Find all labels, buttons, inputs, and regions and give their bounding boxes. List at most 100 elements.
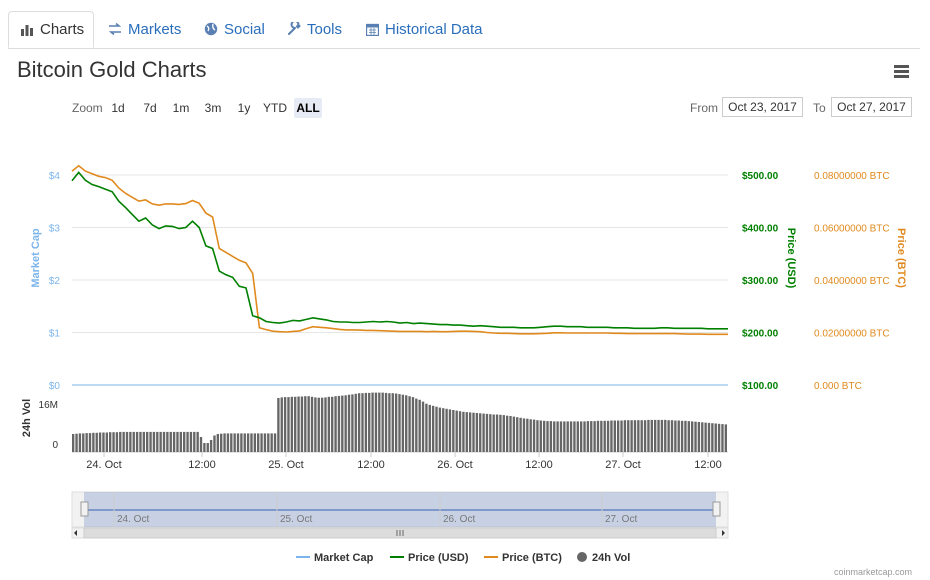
volume-bar (257, 433, 260, 452)
volume-bar (361, 393, 364, 452)
navigator-tick-label: 24. Oct (117, 514, 149, 525)
volume-bar (690, 421, 694, 452)
volume-bar (378, 392, 381, 452)
x-tick-label: 26. Oct (437, 459, 472, 471)
volume-bar (425, 403, 428, 452)
bar-chart-icon (21, 24, 34, 36)
volume-bar (553, 421, 556, 452)
volume-bar (384, 392, 388, 452)
x-tick-label: 12:00 (694, 459, 722, 471)
volume-bar (297, 396, 300, 452)
volume-bar (472, 412, 475, 452)
x-tick-label: 25. Oct (268, 459, 303, 471)
legend-item[interactable]: Price (BTC) (484, 552, 562, 564)
volume-bar (98, 432, 102, 452)
usd-tick: $200.00 (742, 329, 779, 340)
from-date-input[interactable]: Oct 23, 2017 (722, 97, 803, 117)
price-usd-line (71, 171, 728, 330)
to-date-input[interactable]: Oct 27, 2017 (831, 97, 912, 117)
legend-label: Price (USD) (408, 552, 469, 564)
x-tick-label: 12:00 (357, 459, 385, 471)
legend-item[interactable]: Market Cap (296, 552, 374, 564)
legend-item[interactable]: Price (USD) (390, 552, 469, 564)
volume-bar (246, 433, 250, 452)
volume-bar (576, 421, 579, 452)
scrollbar-grip-icon (396, 530, 404, 536)
volume-bar (122, 431, 125, 452)
zoom-button-1d[interactable]: 1d (111, 101, 125, 115)
volume-bar (169, 431, 172, 452)
tab-tools[interactable]: Tools (287, 11, 342, 47)
tab-markets-label: Markets (128, 20, 182, 38)
btc-tick: 0.06000000 BTC (814, 224, 890, 235)
tab-markets[interactable]: Markets (108, 11, 181, 47)
navigator-handle[interactable] (80, 501, 89, 517)
volume-bar (220, 433, 223, 452)
from-label: From (690, 101, 718, 115)
tab-charts[interactable]: Charts (8, 11, 94, 48)
volume-bar (431, 405, 435, 452)
volume-bar (216, 434, 220, 452)
volume-bar (563, 421, 566, 452)
zoom-button-3m[interactable]: 3m (204, 101, 222, 115)
volume-bar (721, 424, 724, 452)
tab-social-label: Social (224, 20, 265, 38)
volume-bar (569, 421, 573, 452)
zoom-label: Zoom (72, 101, 103, 115)
legend-circle-marker (577, 552, 587, 562)
volume-bar (337, 395, 341, 452)
volume-bar (660, 419, 664, 452)
tab-historical-data-label: Historical Data (385, 20, 483, 38)
volume-bar (320, 397, 324, 452)
volume-bar (162, 431, 166, 452)
navigator-handle[interactable] (712, 501, 721, 517)
navigator-tick-label: 25. Oct (280, 514, 312, 525)
zoom-button-all[interactable]: ALL (294, 98, 322, 118)
volume-bar (546, 421, 549, 452)
volume-bar (620, 420, 623, 452)
volume-bar (199, 437, 203, 452)
volume-bar (314, 397, 317, 452)
volume-bar (536, 420, 539, 452)
volume-bar (85, 433, 88, 452)
hamburger-menu-icon[interactable] (894, 65, 909, 78)
volume-bar (600, 420, 603, 452)
volume-bar (549, 421, 553, 452)
tab-tools-label: Tools (307, 20, 343, 38)
tab-social[interactable]: Social (204, 11, 265, 47)
zoom-button-1m[interactable]: 1m (172, 101, 190, 115)
volume-bar (610, 420, 613, 452)
volume-bar (482, 413, 485, 452)
zoom-button-7d[interactable]: 7d (143, 101, 157, 115)
volume-bar (193, 431, 196, 452)
legend-item[interactable]: 24h Vol (577, 552, 630, 564)
scroll-right-icon[interactable] (722, 530, 725, 536)
volume-bar (579, 421, 583, 452)
x-tick-label: 12:00 (525, 459, 553, 471)
volume-bar (684, 420, 687, 452)
volume-bar (462, 411, 465, 452)
volume-bar (381, 392, 384, 452)
volume-bar (250, 433, 253, 452)
volume-bar (694, 421, 697, 452)
volume-bar (647, 419, 650, 452)
volume-bar (109, 432, 112, 452)
volume-bar (105, 432, 109, 452)
usd-tick: $100.00 (742, 381, 779, 392)
volume-bar (72, 434, 75, 452)
zoom-button-1y[interactable]: 1y (237, 101, 251, 115)
volume-bar (119, 431, 122, 452)
legend-label: Price (BTC) (502, 552, 562, 564)
volume-bar (509, 416, 512, 452)
volume-bar (92, 432, 95, 452)
tab-historical-data[interactable]: Historical Data (366, 11, 483, 47)
volume-bar (435, 406, 438, 452)
volume-bar (102, 432, 105, 452)
volume-bar (479, 413, 482, 452)
zoom-button-ytd[interactable]: YTD (263, 101, 287, 115)
volume-bar (701, 422, 704, 452)
volume-bar (270, 433, 273, 452)
volume-bar (465, 412, 468, 452)
scroll-left-icon[interactable] (74, 530, 77, 536)
volume-bar (344, 395, 347, 452)
